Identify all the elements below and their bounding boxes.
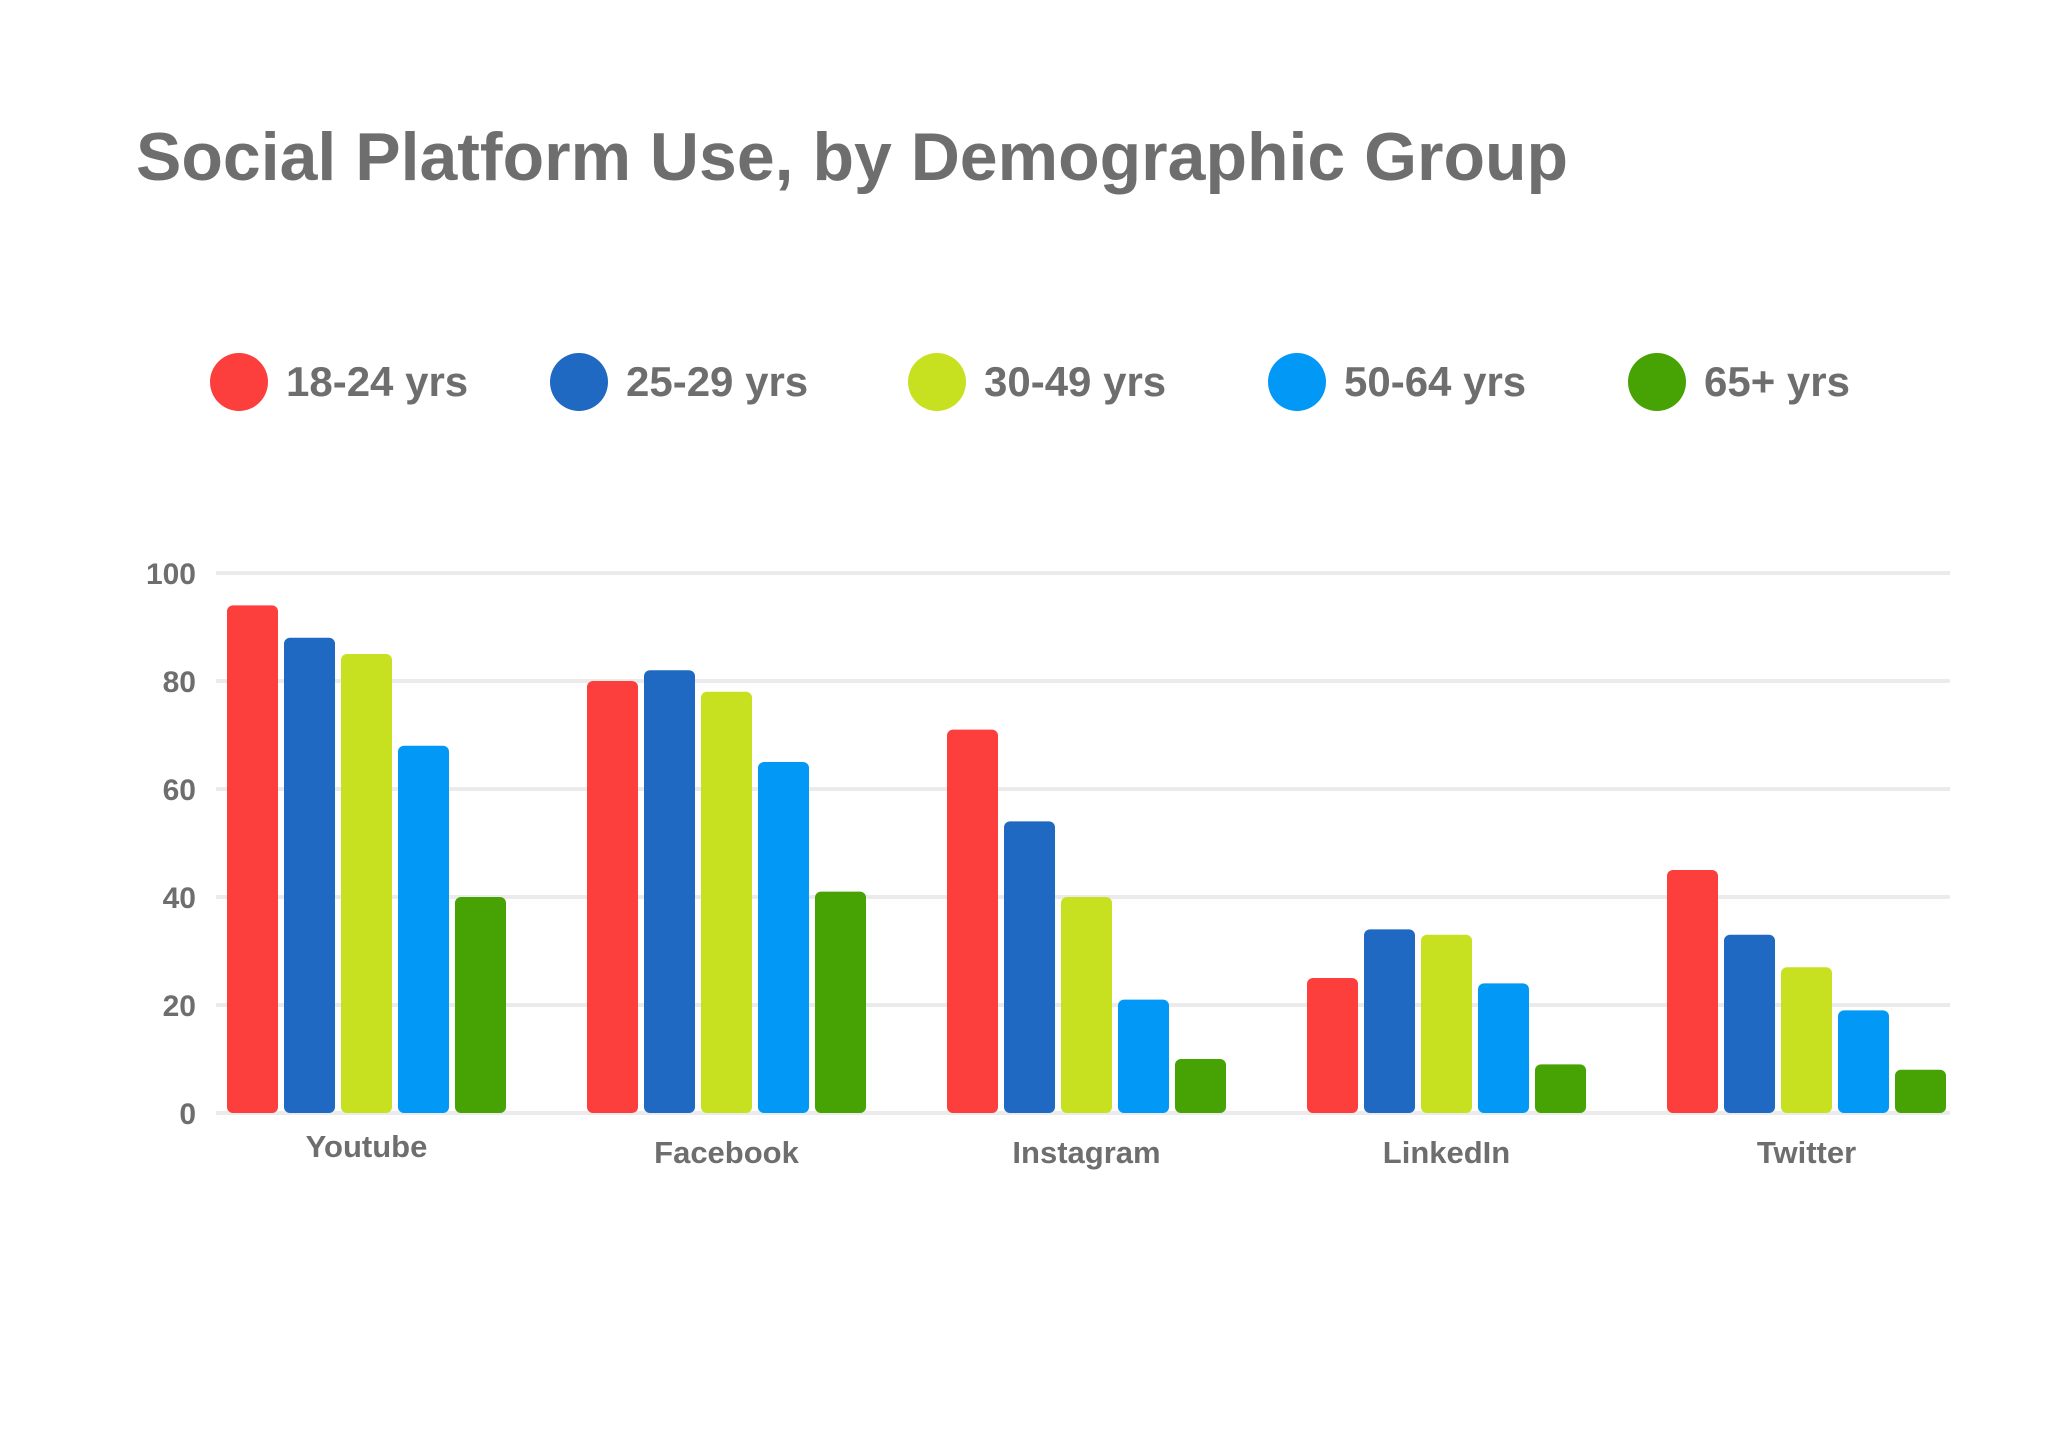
bar	[1838, 1010, 1889, 1113]
bar	[1118, 999, 1169, 1113]
chart-title: Social Platform Use, by Demographic Grou…	[136, 119, 1569, 195]
legend-item-30-49: 30-49 yrs	[908, 350, 1166, 414]
bar	[947, 729, 998, 1113]
bar	[1061, 897, 1112, 1113]
bar	[341, 654, 392, 1113]
legend-label: 50-64 yrs	[1344, 358, 1527, 405]
x-tick-label: Twitter	[1757, 1135, 1856, 1170]
legend-item-18-24: 18-24 yrs	[210, 350, 468, 414]
legend-item-50-64: 50-64 yrs	[1268, 350, 1526, 414]
bar	[1421, 934, 1472, 1113]
legend-label: 18-24 yrs	[286, 358, 469, 405]
bar	[398, 745, 449, 1113]
bar	[758, 762, 809, 1113]
x-tick-label: Youtube	[306, 1129, 428, 1164]
bar	[227, 605, 278, 1113]
bar	[455, 897, 506, 1113]
x-tick-label: LinkedIn	[1383, 1135, 1510, 1170]
bar	[1781, 967, 1832, 1113]
bar	[1004, 821, 1055, 1113]
x-tick-label: Facebook	[654, 1135, 799, 1170]
bar	[284, 637, 335, 1113]
bar	[701, 691, 752, 1113]
x-tick-label: Instagram	[1012, 1135, 1160, 1170]
bar	[1667, 870, 1718, 1113]
y-tick-label: 0	[179, 1098, 196, 1131]
y-tick-label: 60	[163, 774, 196, 807]
legend-item-65-plus: 65+ yrs	[1628, 350, 1850, 414]
y-tick-label: 40	[163, 882, 196, 915]
legend-label: 65+ yrs	[1704, 358, 1850, 405]
bar	[815, 891, 866, 1113]
legend-swatch	[210, 353, 268, 411]
y-tick-label: 20	[163, 990, 196, 1023]
y-tick-label: 80	[163, 666, 196, 699]
legend-swatch	[908, 353, 966, 411]
legend-label: 30-49 yrs	[984, 358, 1167, 405]
bar	[1307, 978, 1358, 1113]
bar	[1175, 1059, 1226, 1113]
legend: 18-24 yrs 25-29 yrs 30-49 yrs 50-64 yrs …	[210, 350, 2010, 414]
bar	[1535, 1064, 1586, 1113]
bar	[587, 681, 638, 1113]
bar	[1478, 983, 1529, 1113]
bar	[1364, 929, 1415, 1113]
bar	[1895, 1069, 1946, 1113]
legend-swatch	[1628, 353, 1686, 411]
y-tick-label: 100	[146, 558, 196, 591]
bar	[1724, 934, 1775, 1113]
bar	[644, 670, 695, 1113]
legend-item-25-29: 25-29 yrs	[550, 350, 808, 414]
legend-swatch	[1268, 353, 1326, 411]
legend-swatch	[550, 353, 608, 411]
legend-label: 25-29 yrs	[626, 358, 809, 405]
